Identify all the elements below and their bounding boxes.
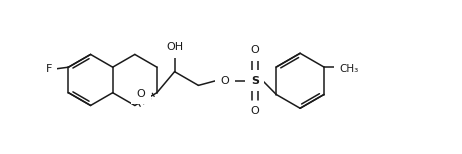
Text: OH: OH (166, 42, 183, 52)
Text: O: O (220, 76, 229, 86)
Text: O: O (137, 89, 146, 99)
Text: O: O (250, 45, 259, 55)
Text: O: O (250, 106, 259, 116)
Text: S: S (251, 76, 259, 86)
Text: F: F (45, 64, 52, 74)
Text: CH₃: CH₃ (340, 64, 359, 74)
